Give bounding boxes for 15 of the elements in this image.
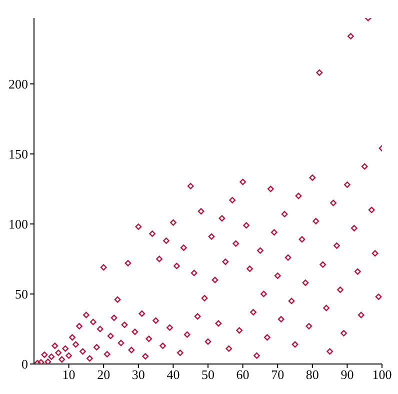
y-tick-label: 150 xyxy=(8,146,28,162)
x-tick-label: 30 xyxy=(132,367,145,382)
y-tick-label: 0 xyxy=(22,356,28,372)
x-tick-label: 80 xyxy=(306,367,319,382)
x-tick-label: 10 xyxy=(62,367,76,382)
x-tick-label: 50 xyxy=(202,367,214,382)
x-tick-label: 100 xyxy=(372,367,392,382)
x-tick-label: 40 xyxy=(166,367,180,382)
x-tick-label: 90 xyxy=(340,367,354,382)
x-tick-label: 60 xyxy=(236,367,250,382)
y-tick-label: 100 xyxy=(8,216,28,232)
x-tick-label: 70 xyxy=(271,367,284,382)
y-tick-label: 50 xyxy=(15,286,28,302)
y-tick-label: 200 xyxy=(8,76,28,92)
x-tick-label: 20 xyxy=(97,367,110,382)
